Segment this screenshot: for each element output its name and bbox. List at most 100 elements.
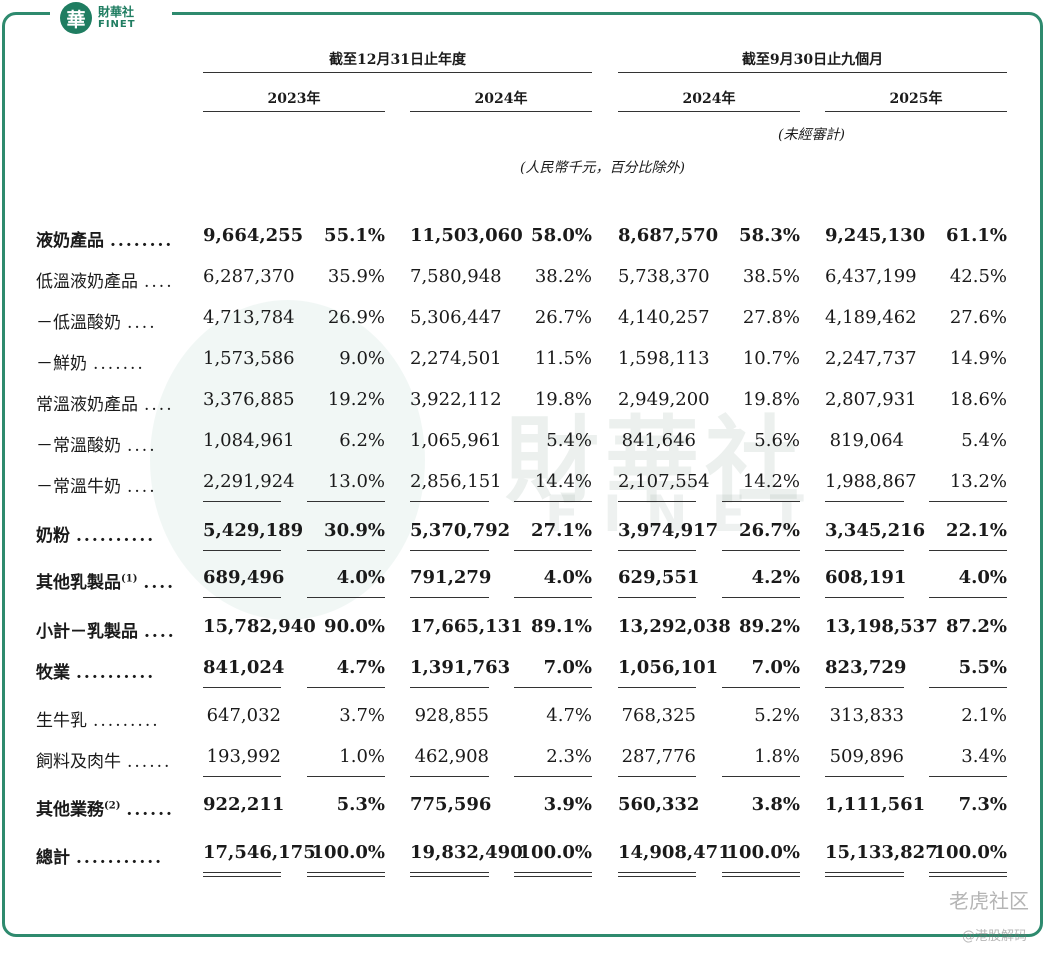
amount-cell: 928,855 (414, 705, 489, 726)
amount-cell: 1,065,961 (410, 430, 502, 451)
percent-cell: 26.9% (327, 307, 385, 328)
subtotal-rule (307, 776, 385, 777)
percent-cell: 2.1% (961, 705, 1007, 726)
amount-cell: 2,291,924 (203, 471, 295, 492)
subtotal-rule (825, 550, 904, 551)
percent-cell: 4.0% (958, 567, 1007, 588)
percent-cell: 14.9% (949, 348, 1007, 369)
header-year-2: 2024年 (474, 91, 528, 107)
percent-cell: 19.8% (742, 389, 800, 410)
row-label: 牧業.......... (36, 658, 155, 683)
amount-cell: 193,992 (206, 746, 281, 767)
amount-cell: 775,596 (410, 794, 492, 815)
percent-cell: 4.0% (336, 567, 385, 588)
amount-cell: 17,546,175 (203, 842, 316, 863)
percent-cell: 4.7% (546, 705, 592, 726)
percent-cell: 5.6% (754, 430, 800, 451)
amount-cell: 3,974,917 (618, 520, 719, 541)
amount-cell: 2,807,931 (825, 389, 917, 410)
finet-logo: 華 財華社 FINET (50, 0, 172, 36)
subtotal-rule (203, 687, 281, 688)
row-label: 低溫液奶產品.... (36, 267, 174, 292)
amount-cell: 1,084,961 (203, 430, 295, 451)
header-year-4: 2025年 (889, 91, 943, 107)
header-year-1: 2023年 (267, 91, 321, 107)
subtotal-rule (514, 550, 592, 551)
percent-cell: 100.0% (518, 842, 592, 863)
footnote-marker: (2) (104, 800, 121, 812)
amount-cell: 313,833 (829, 705, 904, 726)
percent-cell: 42.5% (949, 266, 1007, 287)
percent-cell: 3.4% (961, 746, 1007, 767)
amount-cell: 768,325 (621, 705, 696, 726)
header-rule-year-3 (618, 111, 800, 112)
finet-seal-icon: 華 (60, 2, 92, 34)
row-label: 小計－乳製品.... (36, 617, 176, 642)
row-label: 液奶產品........ (36, 226, 173, 251)
amount-cell: 1,391,763 (410, 657, 511, 678)
percent-cell: 4.2% (751, 567, 800, 588)
amount-cell: 823,729 (825, 657, 907, 678)
header-rule-ninemonths (618, 72, 1007, 73)
amount-cell: 4,713,784 (203, 307, 295, 328)
amount-cell: 11,503,060 (410, 225, 523, 246)
row-label-text: 總計 (36, 848, 70, 868)
row-label-text: 其他業務 (36, 800, 104, 820)
total-double-rule (514, 872, 592, 877)
subtotal-rule (722, 597, 800, 598)
amount-cell: 819,064 (829, 430, 904, 451)
leader-dots: .... (143, 573, 176, 593)
leader-dots: ....... (93, 354, 145, 374)
percent-cell: 18.6% (949, 389, 1007, 410)
amount-cell: 5,429,189 (203, 520, 304, 541)
percent-cell: 3.9% (543, 794, 592, 815)
percent-cell: 58.0% (531, 225, 592, 246)
row-label-text: －鮮奶 (36, 354, 87, 374)
percent-cell: 90.0% (324, 616, 385, 637)
percent-cell: 22.1% (946, 520, 1007, 541)
amount-cell: 4,189,462 (825, 307, 917, 328)
subtotal-rule (929, 776, 1007, 777)
amount-cell: 1,056,101 (618, 657, 719, 678)
row-label: －低溫酸奶.... (36, 308, 157, 333)
unaudited-note: (未經審計) (778, 127, 845, 143)
row-label: 奶粉.......... (36, 521, 155, 546)
percent-cell: 30.9% (324, 520, 385, 541)
row-label-text: 小計－乳製品 (36, 622, 138, 642)
row-label: 生牛乳......... (36, 706, 160, 731)
amount-cell: 2,274,501 (410, 348, 502, 369)
footnote-marker: (1) (121, 573, 138, 585)
subtotal-rule (203, 550, 281, 551)
subtotal-rule (722, 687, 800, 688)
amount-cell: 3,376,885 (203, 389, 295, 410)
subtotal-rule (514, 597, 592, 598)
subtotal-rule (307, 597, 385, 598)
amount-cell: 287,776 (621, 746, 696, 767)
percent-cell: 7.3% (958, 794, 1007, 815)
subtotal-rule (410, 597, 489, 598)
percent-cell: 5.4% (961, 430, 1007, 451)
subtotal-rule (929, 550, 1007, 551)
row-label-text: 飼料及肉牛 (36, 752, 121, 772)
amount-cell: 17,665,131 (410, 616, 523, 637)
percent-cell: 6.2% (339, 430, 385, 451)
leader-dots: .... (127, 436, 157, 456)
amount-cell: 2,247,737 (825, 348, 917, 369)
row-label: －常溫酸奶.... (36, 431, 157, 456)
amount-cell: 14,908,471 (618, 842, 731, 863)
subtotal-rule (307, 550, 385, 551)
amount-cell: 9,664,255 (203, 225, 304, 246)
row-label-text: 低溫液奶產品 (36, 272, 138, 292)
percent-cell: 61.1% (946, 225, 1007, 246)
amount-cell: 5,370,792 (410, 520, 511, 541)
amount-cell: 15,133,827 (825, 842, 938, 863)
subtotal-rule (514, 776, 592, 777)
amount-cell: 9,245,130 (825, 225, 926, 246)
row-label: 其他乳製品(1).... (36, 568, 175, 593)
amount-cell: 4,140,257 (618, 307, 710, 328)
percent-cell: 27.1% (531, 520, 592, 541)
percent-cell: 3.8% (751, 794, 800, 815)
total-double-rule (203, 872, 281, 877)
watermark-seal (150, 300, 425, 620)
percent-cell: 87.2% (946, 616, 1007, 637)
